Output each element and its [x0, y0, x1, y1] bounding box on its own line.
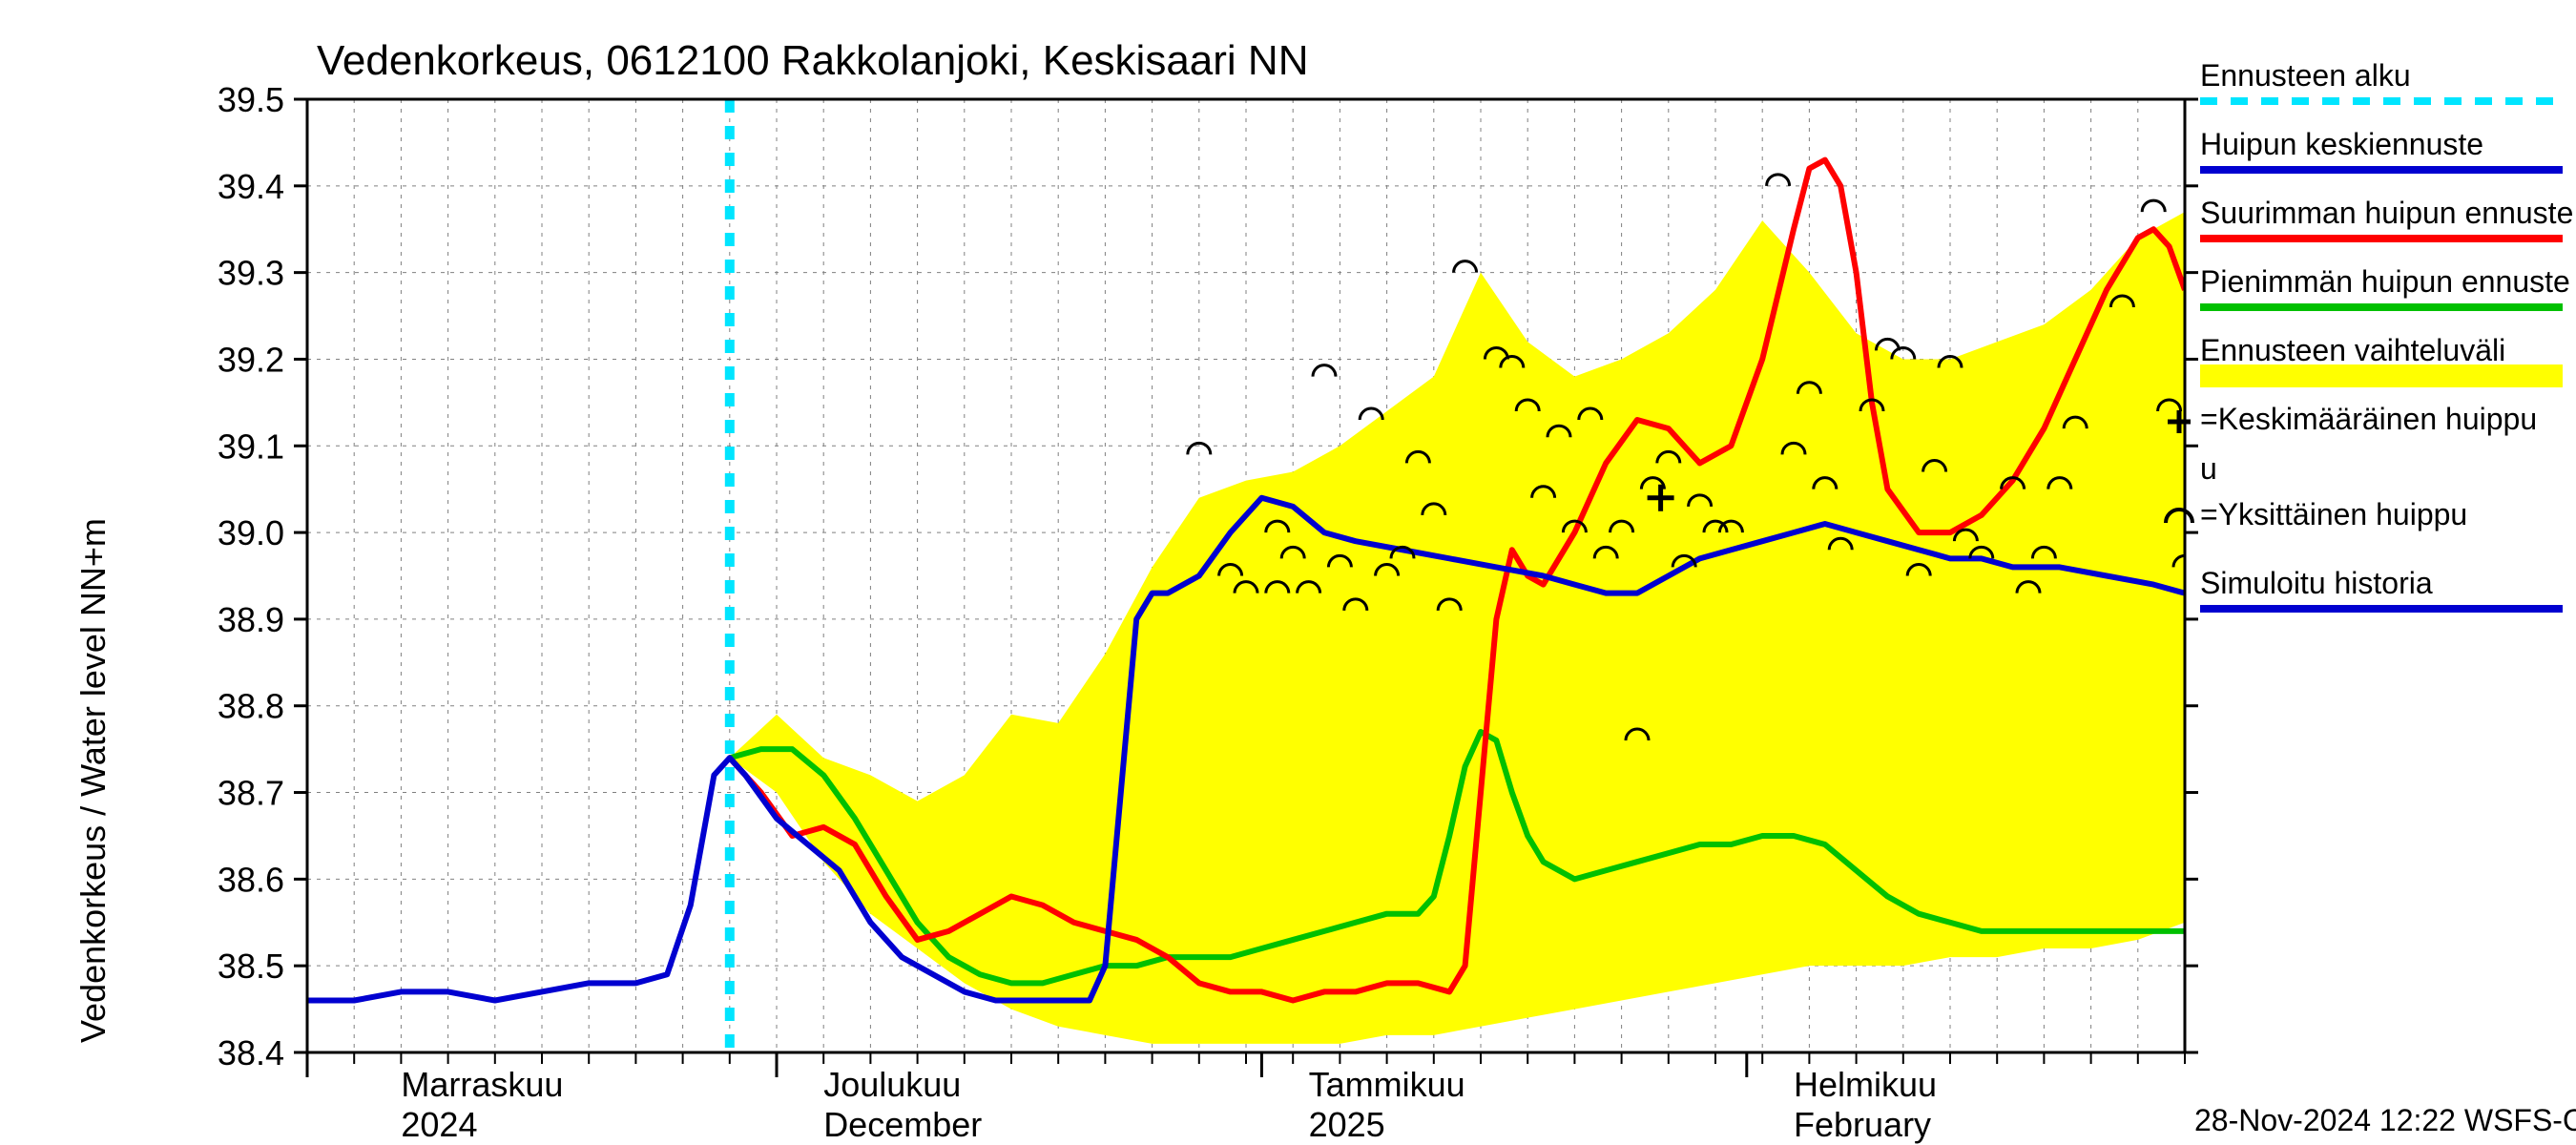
x-month-sub: February: [1794, 1105, 1931, 1144]
chart-title: Vedenkorkeus, 0612100 Rakkolanjoki, Kesk…: [317, 37, 1308, 84]
y-tick-label: 38.9: [218, 600, 284, 639]
legend-label: Huipun keskiennuste: [2200, 127, 2483, 161]
y-tick-label: 39.2: [218, 340, 284, 379]
legend-label: =Keskimääräinen huippu: [2200, 402, 2537, 436]
y-axis-label: Vedenkorkeus / Water level NN+m: [73, 518, 113, 1043]
y-tick-label: 38.4: [218, 1033, 284, 1072]
legend-label: =Yksittäinen huippu: [2200, 497, 2467, 531]
x-month-label: Joulukuu: [823, 1065, 961, 1104]
legend-label: Pienimmän huipun ennuste: [2200, 264, 2570, 299]
y-tick-label: 38.7: [218, 774, 284, 813]
y-tick-label: 39.1: [218, 427, 284, 466]
y-tick-label: 39.4: [218, 167, 284, 206]
y-tick-label: 39.5: [218, 80, 284, 119]
legend-label: Simuloitu historia: [2200, 566, 2433, 600]
y-tick-label: 39.3: [218, 254, 284, 293]
x-month-sub: 2024: [401, 1105, 477, 1144]
chart-svg: 38.4 38.5 38.6 38.7 38.8 38.9 39.0 39.1 39.2 39.3…: [0, 0, 2576, 1145]
legend-label-wrap: u: [2200, 451, 2217, 486]
y-tick-label: 39.0: [218, 513, 284, 552]
legend-label: Ennusteen alku: [2200, 58, 2411, 93]
legend-swatch: [2200, 364, 2563, 387]
y-tick-label: 38.8: [218, 687, 284, 726]
y-tick-label: 38.6: [218, 860, 284, 899]
y-tick-label: 38.5: [218, 947, 284, 986]
legend-label: Ennusteen vaihteluväli: [2200, 333, 2505, 367]
legend-label: Suurimman huipun ennuste: [2200, 196, 2573, 230]
x-month-label: Marraskuu: [401, 1065, 563, 1104]
x-month-sub: 2025: [1309, 1105, 1385, 1144]
x-month-sub: December: [823, 1105, 982, 1144]
chart-root: 38.4 38.5 38.6 38.7 38.8 38.9 39.0 39.1 39.2 39.3…: [0, 0, 2576, 1145]
x-month-label: Helmikuu: [1794, 1065, 1937, 1104]
timestamp-footer: 28-Nov-2024 12:22 WSFS-O: [2194, 1103, 2576, 1137]
x-month-label: Tammikuu: [1309, 1065, 1465, 1104]
